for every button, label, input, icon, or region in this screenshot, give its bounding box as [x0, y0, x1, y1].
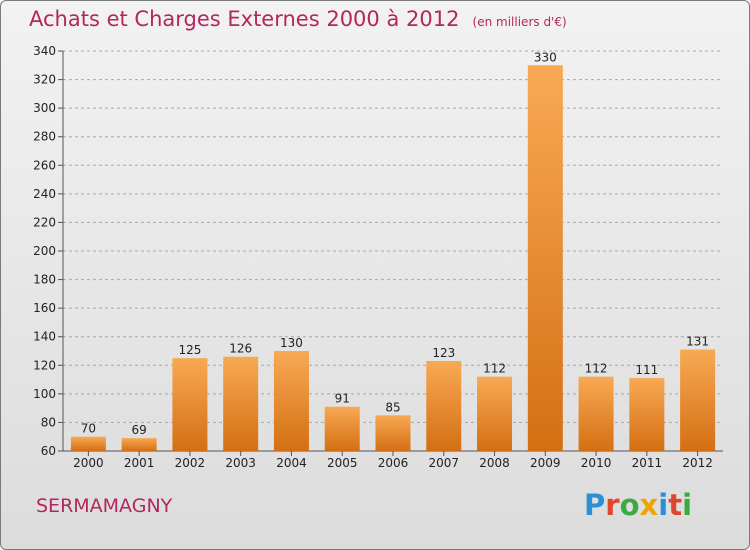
- value-label: 123: [432, 346, 455, 360]
- bar: [121, 438, 157, 451]
- y-tick-label: 260: [33, 158, 56, 172]
- bar: [477, 376, 513, 451]
- unit-label: (en milliers d'€): [472, 15, 567, 29]
- logo-letter: t: [668, 488, 683, 522]
- y-tick-label: 200: [33, 244, 56, 258]
- y-tick-label: 60: [41, 444, 56, 458]
- x-tick-label: 2004: [276, 456, 307, 470]
- logo-letter: r: [605, 488, 620, 522]
- x-tick-label: 2001: [124, 456, 155, 470]
- y-tick-label: 300: [33, 101, 56, 115]
- y-tick-label: 240: [33, 187, 56, 201]
- value-label: 126: [229, 342, 252, 356]
- y-tick-label: 180: [33, 273, 56, 287]
- y-tick-label: 320: [33, 73, 56, 87]
- y-tick-label: 160: [33, 301, 56, 315]
- logo-letter: P: [584, 488, 606, 522]
- bar: [527, 65, 563, 452]
- x-tick-label: 2009: [530, 456, 561, 470]
- bar: [172, 358, 208, 451]
- bar: [375, 415, 411, 451]
- bar: [629, 378, 665, 451]
- y-tick-label: 120: [33, 358, 56, 372]
- value-label: 112: [483, 362, 506, 376]
- bar: [324, 406, 360, 451]
- y-tick-label: 340: [33, 44, 56, 58]
- proxiti-logo: Proxiti: [584, 488, 692, 522]
- bar: [426, 361, 462, 451]
- value-label: 131: [686, 335, 709, 349]
- x-tick-label: 2012: [682, 456, 713, 470]
- bar: [680, 349, 716, 451]
- value-label: 111: [635, 363, 658, 377]
- logo-letter: i: [682, 488, 693, 522]
- x-tick-label: 2005: [327, 456, 358, 470]
- value-label: 130: [280, 336, 303, 350]
- x-tick-label: 2011: [632, 456, 663, 470]
- value-label: 85: [385, 400, 400, 414]
- value-label: 91: [335, 392, 350, 406]
- town-name: SERMAMAGNY: [36, 495, 173, 517]
- y-tick-label: 220: [33, 215, 56, 229]
- value-label: 330: [534, 50, 557, 64]
- x-tick-label: 2003: [225, 456, 256, 470]
- title-row: Achats et Charges Externes 2000 à 2012 (…: [29, 7, 567, 31]
- bar: [273, 351, 309, 451]
- y-tick-label: 280: [33, 130, 56, 144]
- x-tick-label: 2007: [428, 456, 459, 470]
- bars: [70, 65, 716, 452]
- labels: 60 80 100 120 140 160 180 200 220 240 260 280 300 320…: [33, 44, 713, 470]
- grid-lines: [63, 50, 723, 452]
- logo-letter: x: [639, 488, 659, 522]
- x-tick-label: 2008: [479, 456, 510, 470]
- y-tick-label: 80: [41, 415, 56, 429]
- bar: [578, 376, 614, 451]
- x-tick-label: 2002: [175, 456, 206, 470]
- x-tick-label: 2000: [73, 456, 104, 470]
- chart-title: Achats et Charges Externes 2000 à 2012: [29, 7, 460, 31]
- x-tick-label: 2010: [581, 456, 612, 470]
- bar: [223, 356, 259, 451]
- y-tick-label: 100: [33, 387, 56, 401]
- value-label: 69: [132, 423, 147, 437]
- logo-letter: o: [619, 488, 640, 522]
- axes: [58, 50, 723, 456]
- x-tick-label: 2006: [378, 456, 409, 470]
- bar: [70, 436, 106, 451]
- value-label: 112: [585, 362, 608, 376]
- value-label: 70: [81, 422, 96, 436]
- value-label: 125: [178, 343, 201, 357]
- logo-letter: i: [658, 488, 669, 522]
- y-tick-label: 140: [33, 330, 56, 344]
